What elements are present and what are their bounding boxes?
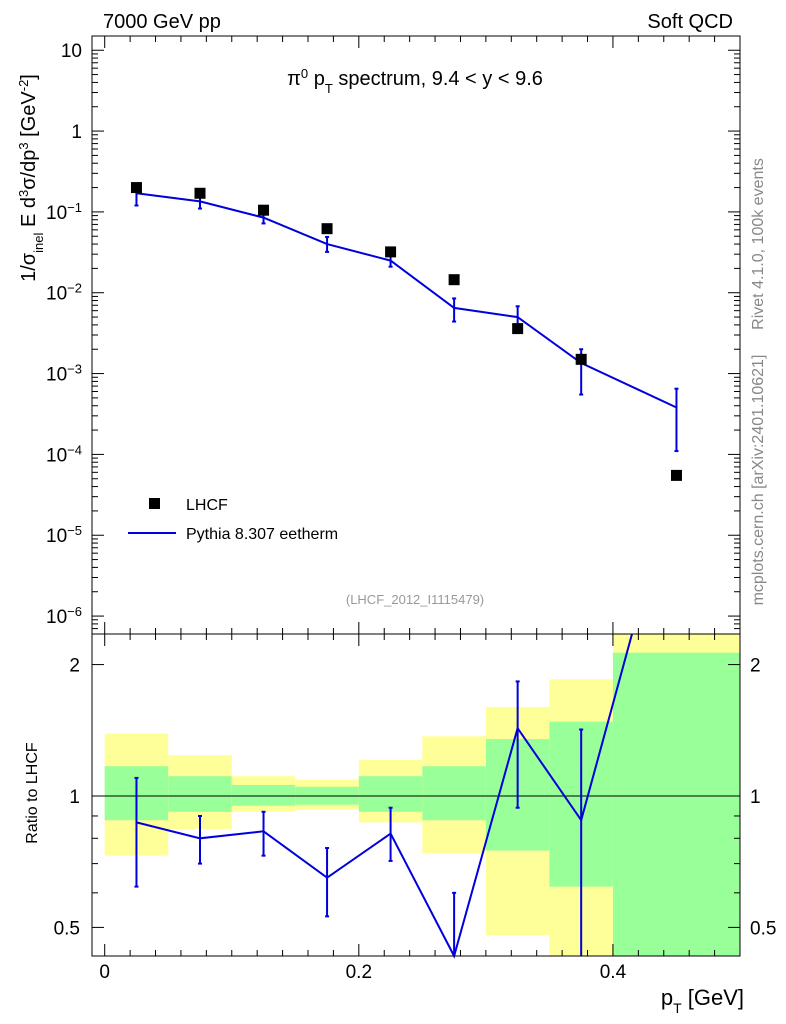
lhcf-data-point [385, 246, 397, 258]
ratio-plot-frame [91, 633, 741, 957]
main-y-axis: 10 1 10−1 10−2 10−3 10−4 10−5 10−6 [46, 41, 740, 635]
category-label: Soft QCD [647, 11, 733, 33]
legend: LHCF Pythia 8.307 eetherm [128, 497, 338, 543]
main-y-tick-label: 1 [71, 122, 82, 143]
lhcf-data-point [448, 274, 460, 286]
x-tick-label: 0.2 [346, 962, 372, 983]
analysis-id-label: (LHCF_2012_I1115479) [346, 592, 484, 607]
lhcf-data-point [575, 353, 587, 365]
main-y-tick-label: 10−1 [46, 199, 82, 224]
ratio-band-inner [612, 652, 740, 956]
pythia-line [136, 192, 677, 409]
lhcf-data-point [321, 223, 333, 235]
lhcf-data-point [670, 469, 682, 481]
ratio-series-group [134, 633, 633, 959]
ratio-y-tick-label-right: 2 [750, 656, 761, 677]
ratio-y-tick-label-right: 1 [750, 787, 761, 808]
plot-title: π0 pT spectrum, 9.4 < y < 9.6 [287, 66, 543, 96]
source-label: mcplots.cern.ch [arXiv:2401.10621] [750, 355, 767, 606]
ratio-y-tick-label: 1 [69, 787, 80, 808]
lhcf-data-point [258, 204, 270, 216]
ratio-band-inner [231, 784, 296, 806]
ratio-band-inner [422, 766, 486, 821]
ratio-y-axis-label: Ratio to LHCF [24, 742, 41, 844]
ratio-y-tick-label-right: 0.5 [750, 918, 776, 939]
main-x-axis-ticks [104, 36, 741, 634]
ratio-bands-group [104, 634, 740, 956]
ratio-y-tick-label: 0.5 [54, 918, 80, 939]
ratio-y-tick-label: 2 [69, 656, 80, 677]
main-panel: 10 1 10−1 10−2 10−3 10−4 10−5 10−6 π0 pT spectr… [16, 35, 741, 635]
energy-label: 7000 GeV pp [103, 11, 221, 33]
legend-label-lhcf: LHCF [186, 497, 228, 514]
main-y-tick-label: 10−5 [46, 523, 82, 548]
main-y-tick-label: 10−3 [46, 361, 82, 386]
x-tick-label: 0 [99, 962, 110, 983]
lhcf-data-point [130, 182, 142, 194]
legend-label-pythia: Pythia 8.307 eetherm [186, 526, 338, 543]
main-y-tick-label: 10−4 [46, 442, 82, 467]
x-axis-label: pT [GeV] [661, 985, 744, 1016]
main-y-tick-label: 10−2 [46, 280, 82, 305]
main-y-tick-label: 10−6 [46, 604, 82, 629]
ratio-x-axis: 0 0.2 0.4 [99, 634, 741, 983]
ratio-band-inner [358, 776, 423, 812]
x-tick-label: 0.4 [600, 962, 627, 983]
main-plot-frame [91, 35, 741, 635]
main-y-tick-label: 10 [61, 41, 82, 62]
legend-marker-lhcf [149, 498, 160, 509]
main-series-group [130, 182, 682, 481]
ratio-band-inner [168, 776, 232, 812]
ratio-y-axis: 0.5 0.5 1 1 2 2 [54, 656, 777, 940]
ratio-panel: 0.5 0.5 1 1 2 2 0 0.2 0.4 Ratio to LHCF pT [GeV… [24, 633, 777, 1016]
rivet-version-label: Rivet 4.1.0, 100k events [750, 158, 767, 330]
lhcf-data-point [194, 187, 206, 199]
y-axis-label: 1/σinel E d3σ/dp3 [GeV-2] [16, 74, 46, 282]
lhcf-data-point [512, 323, 524, 335]
